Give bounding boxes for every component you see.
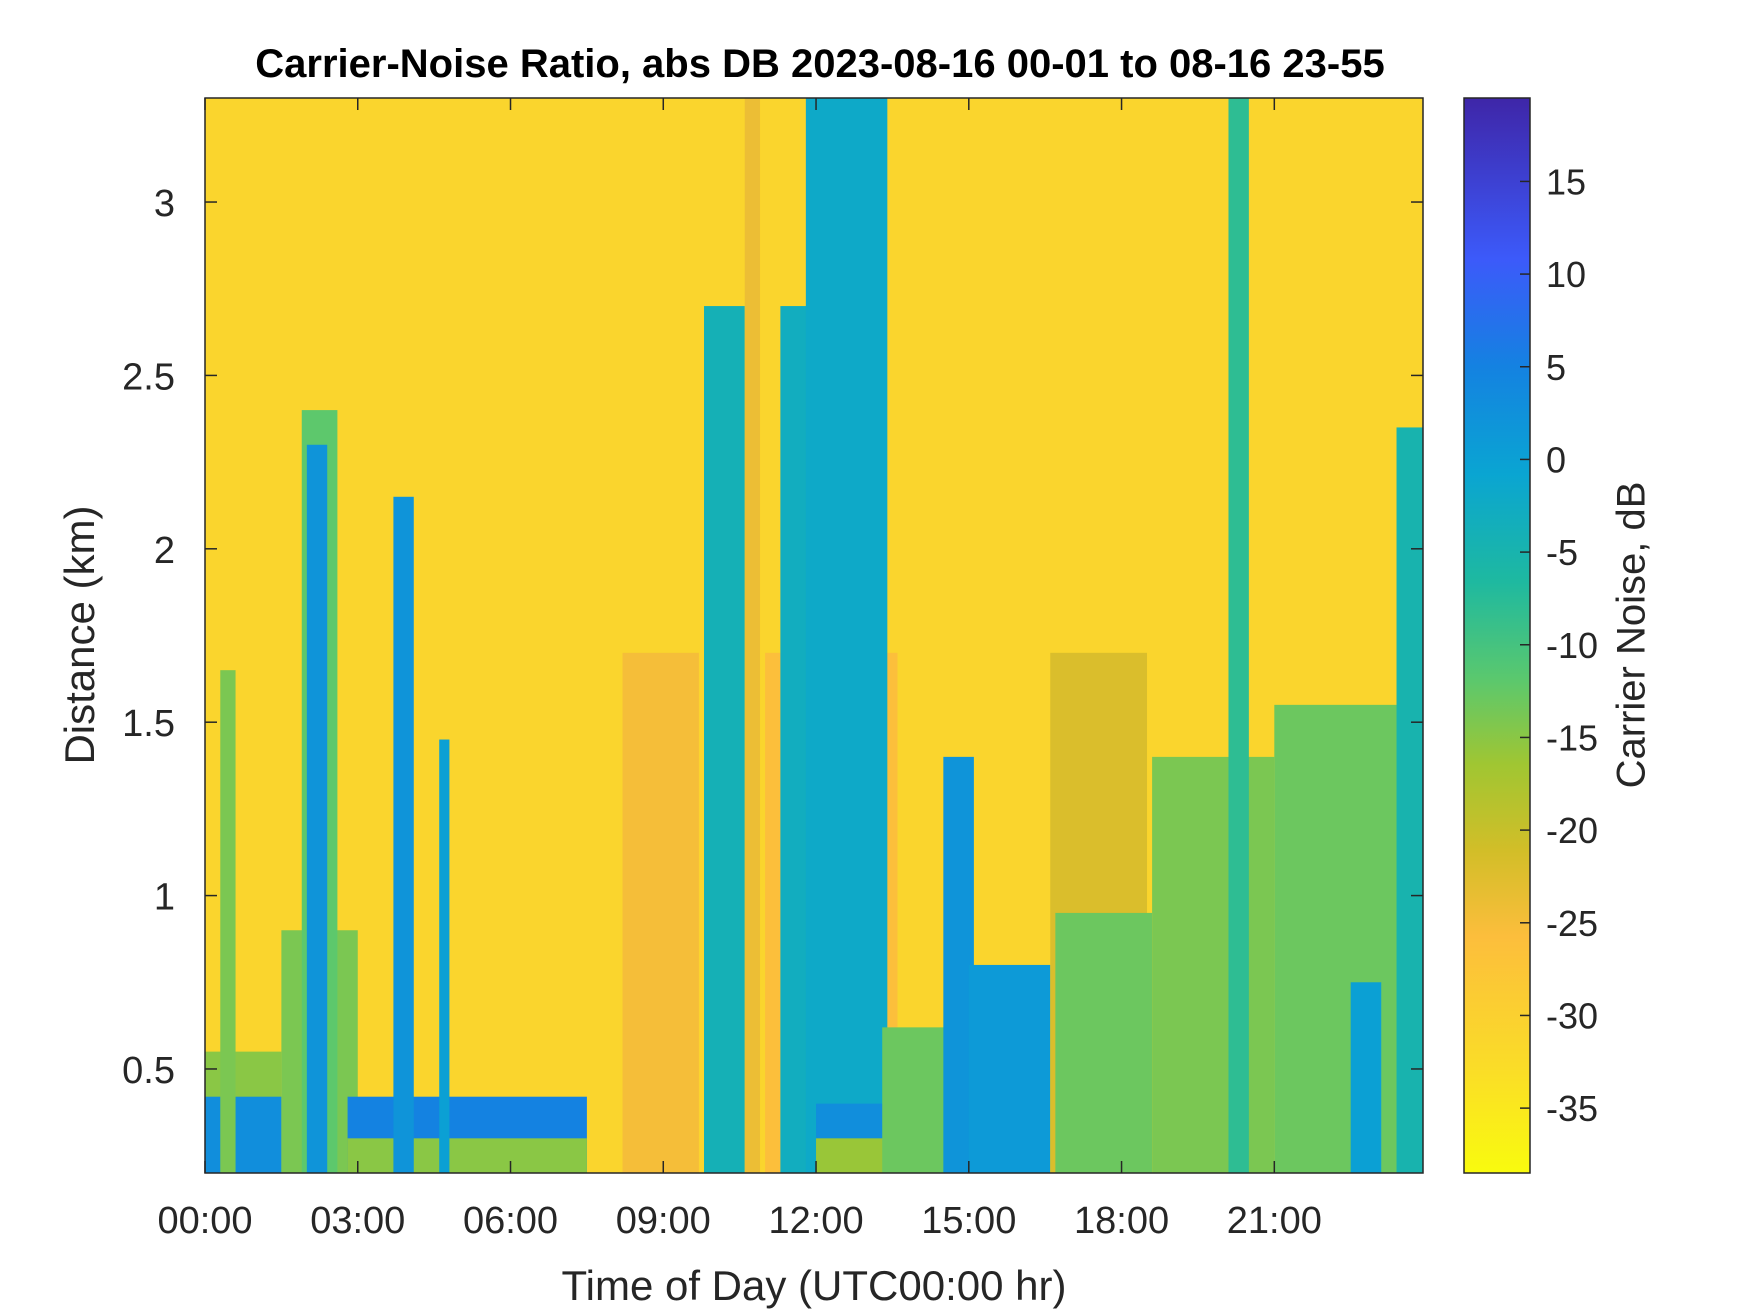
colorbar-tick-label-2: -25	[1546, 903, 1598, 944]
colorbar	[1463, 97, 1531, 1174]
y-tick-label-5: 3	[154, 183, 175, 225]
heatmap-cell-9	[439, 739, 450, 1173]
y-tick-label-2: 1.5	[122, 703, 175, 745]
heatmap-cell-24	[1228, 98, 1249, 1173]
colorbar-tick-label-4: -15	[1546, 717, 1598, 758]
colorbar-tick-label-9: 10	[1546, 254, 1586, 295]
x-tick-label-2: 06:00	[463, 1200, 558, 1242]
x-axis-label: Time of Day (UTC00:00 hr)	[561, 1262, 1067, 1309]
y-axis-label: Distance (km)	[56, 505, 103, 765]
x-tick-label-3: 09:00	[616, 1200, 711, 1242]
colorbar-tick-label-0: -35	[1546, 1088, 1598, 1129]
x-tick-label-1: 03:00	[310, 1200, 405, 1242]
heatmap-cell-20	[968, 964, 1051, 1173]
plot-frame	[204, 97, 1424, 1174]
heatmap-cell-11	[704, 306, 745, 1173]
heatmap-cell-5	[306, 444, 328, 1174]
x-tick-label-5: 15:00	[921, 1200, 1016, 1242]
heatmap-cell-22	[1055, 912, 1153, 1173]
heatmap-cell-26	[1350, 982, 1382, 1173]
heatmap-cell-12	[744, 98, 761, 1173]
x-tick-label-7: 21:00	[1227, 1200, 1322, 1242]
colorbar-tick-label-7: 0	[1546, 439, 1566, 480]
heatmap-cell-23	[1152, 756, 1275, 1173]
heatmap-cell-27	[1396, 427, 1423, 1173]
x-tick-label-0: 00:00	[157, 1200, 252, 1242]
heatmap-cell-2	[220, 670, 236, 1173]
heatmap-cells	[205, 98, 1423, 1174]
y-tick-label-3: 2	[154, 530, 175, 572]
heatmap-cell-8	[393, 496, 414, 1174]
colorbar-tick-label-8: 5	[1546, 347, 1566, 388]
y-tick-label-4: 2.5	[122, 356, 175, 398]
colorbar-tick-label-1: -30	[1546, 995, 1598, 1036]
heatmap-cell-7	[347, 1138, 587, 1173]
colorbar-tick-label-6: -5	[1546, 532, 1578, 573]
x-tick-label-4: 12:00	[768, 1200, 863, 1242]
chart-title: Carrier-Noise Ratio, abs DB 2023-08-16 0…	[255, 42, 1385, 86]
heatmap-cell-10	[622, 652, 699, 1173]
colorbar-tick-label-3: -20	[1546, 810, 1598, 851]
x-tick-label-6: 18:00	[1074, 1200, 1169, 1242]
colorbar-tick-label-5: -10	[1546, 625, 1598, 666]
heatmap-cell-15	[805, 98, 888, 1173]
heatmap-cell-1	[205, 1096, 282, 1173]
colorbar-label: Carrier Noise, dB	[1609, 481, 1654, 789]
y-tick-label-0: 0.5	[122, 1050, 175, 1092]
y-tick-label-1: 1	[154, 877, 175, 919]
colorbar-tick-label-10: 15	[1546, 161, 1586, 202]
